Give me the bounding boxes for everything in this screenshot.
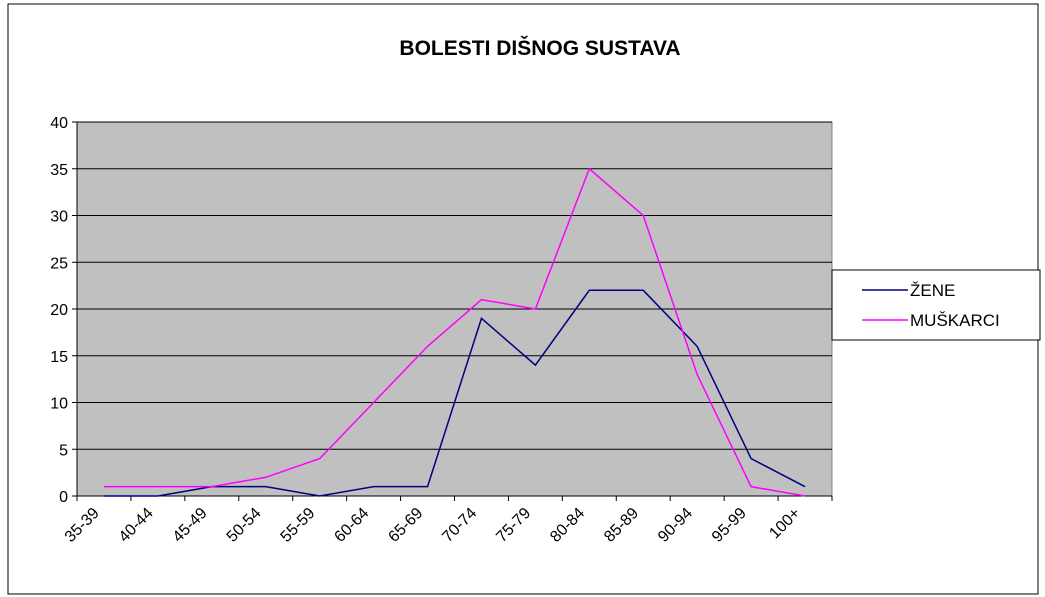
legend-label: MUŠKARCI [910, 311, 1000, 330]
y-tick-label: 5 [59, 442, 68, 459]
y-tick-label: 35 [50, 162, 68, 179]
line-series [103, 289, 806, 497]
y-tick-label: 40 [50, 115, 68, 132]
y-tick-label: 15 [50, 349, 68, 366]
chart-title: BOLESTI DIŠNOG SUSTAVA [399, 36, 680, 60]
legend-label: ŽENE [910, 281, 955, 300]
y-tick-label: 25 [50, 255, 68, 272]
y-tick-label: 30 [50, 209, 68, 226]
line-series [103, 167, 806, 497]
legend-box [831, 269, 1041, 341]
y-tick-label: 20 [50, 302, 68, 319]
y-tick-label: 0 [59, 489, 68, 506]
y-tick-label: 10 [50, 396, 68, 413]
